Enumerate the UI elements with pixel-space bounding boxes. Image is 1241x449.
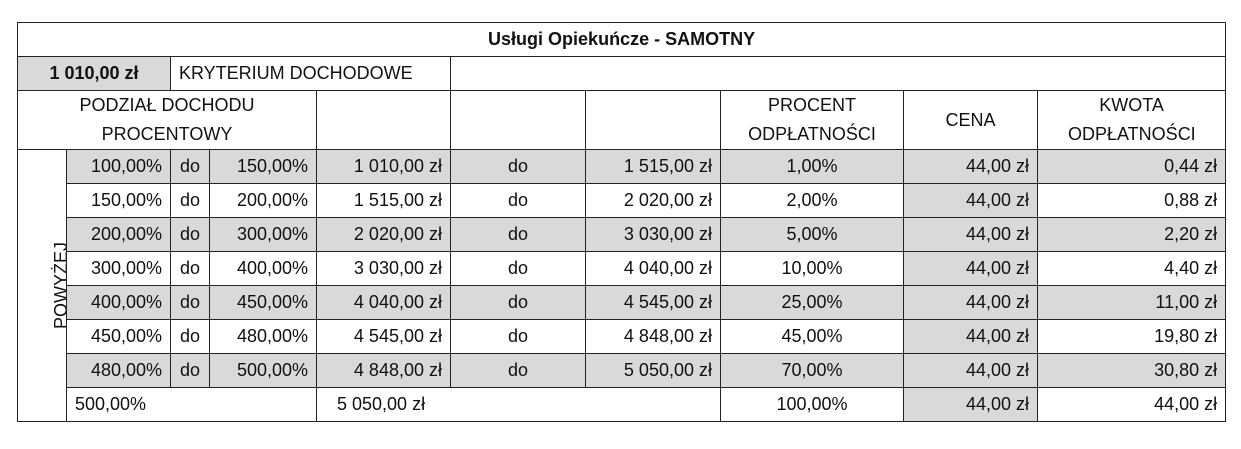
- separator: do: [170, 183, 210, 218]
- to-percent: 450,00%: [209, 285, 317, 320]
- criterion-value: 1 010,00 zł: [17, 56, 171, 91]
- price: 44,00 zł: [903, 319, 1038, 354]
- fee-amount: 0,44 zł: [1036, 149, 1227, 184]
- separator: do: [170, 149, 210, 184]
- price: 44,00 zł: [903, 183, 1038, 218]
- separator: do: [450, 251, 586, 286]
- separator: do: [450, 149, 586, 184]
- to-percent: 200,00%: [209, 183, 317, 218]
- fee-percent: 100,00%: [720, 387, 904, 422]
- from-amount: 2 020,00 zł: [316, 217, 451, 252]
- from-percent: 300,00%: [66, 251, 171, 286]
- separator: do: [450, 319, 586, 354]
- empty-cell: [449, 56, 1227, 91]
- price: 44,00 zł: [903, 149, 1038, 184]
- to-amount: 4 545,00 zł: [585, 285, 721, 320]
- price: 44,00 zł: [903, 285, 1038, 320]
- separator: do: [450, 285, 586, 320]
- from-amount: 4 040,00 zł: [316, 285, 451, 320]
- from-amount: 4 848,00 zł: [316, 353, 451, 388]
- price: 44,00 zł: [903, 353, 1038, 388]
- side-label-text: POWYŻEJ: [51, 241, 67, 330]
- fee-percent: 5,00%: [720, 217, 904, 252]
- fee-amount: 30,80 zł: [1036, 353, 1227, 388]
- fee-percent: 45,00%: [720, 319, 904, 354]
- from-percent: 200,00%: [66, 217, 171, 252]
- fee-percent: 25,00%: [720, 285, 904, 320]
- fee-amount: 0,88 zł: [1036, 183, 1227, 218]
- header-price: CENA: [903, 90, 1038, 150]
- fee-table: Usługi Opiekuńcze - SAMOTNY 1 010,00 zł …: [16, 22, 1227, 422]
- from-percent: 150,00%: [66, 183, 171, 218]
- fee-percent: 70,00%: [720, 353, 904, 388]
- fee-amount: 11,00 zł: [1036, 285, 1227, 320]
- fee-amount: 4,40 zł: [1036, 251, 1227, 286]
- to-amount: 4 848,00 zł: [585, 319, 721, 354]
- to-amount: 3 030,00 zł: [585, 217, 721, 252]
- to-percent: 480,00%: [209, 319, 317, 354]
- separator: do: [450, 353, 586, 388]
- table-row: 450,00% do 480,00% 4 545,00 zł do 4 848,00 zł…: [18, 319, 1227, 354]
- table-row-last: 500,00% 5 050,00 zł 100,00% 44,00 zł 44,00 z…: [18, 387, 1227, 422]
- table-row: 200,00% do 300,00% 2 020,00 zł do 3 030,00 zł…: [18, 217, 1227, 252]
- table-row: 400,00% do 450,00% 4 040,00 zł do 4 545,00 zł…: [18, 285, 1227, 320]
- side-label: POWYŻEJ: [17, 149, 67, 422]
- from-percent: 100,00%: [66, 149, 171, 184]
- table-row: POWYŻEJ 100,00% do 150,00% 1 010,00 zł do 1 51…: [17, 149, 1227, 422]
- from-amount: 5 050,00 zł: [316, 387, 721, 422]
- to-percent: 500,00%: [209, 353, 317, 388]
- from-amount: 4 545,00 zł: [316, 319, 451, 354]
- from-amount: 1 515,00 zł: [316, 183, 451, 218]
- fee-amount: 19,80 zł: [1036, 319, 1227, 354]
- to-percent: 300,00%: [209, 217, 317, 252]
- fee-amount: 44,00 zł: [1036, 387, 1227, 422]
- fee-percent: 1,00%: [720, 149, 904, 184]
- table-title: Usługi Opiekuńcze - SAMOTNY: [16, 22, 1227, 57]
- empty-cell: [585, 90, 721, 150]
- empty-cell: [450, 90, 586, 150]
- to-percent: 150,00%: [209, 149, 317, 184]
- to-amount: 4 040,00 zł: [585, 251, 721, 286]
- header-income-split: PODZIAŁ DOCHODU PROCENTOWY: [17, 90, 317, 150]
- price: 44,00 zł: [903, 387, 1038, 422]
- separator: do: [170, 217, 210, 252]
- from-percent: 500,00%: [66, 387, 317, 422]
- separator: do: [170, 285, 210, 320]
- to-amount: 5 050,00 zł: [585, 353, 721, 388]
- header-amount: KWOTA ODPŁATNOŚCI: [1036, 90, 1227, 150]
- to-amount: 1 515,00 zł: [585, 149, 721, 184]
- price: 44,00 zł: [903, 251, 1038, 286]
- to-amount: 2 020,00 zł: [585, 183, 721, 218]
- fee-percent: 2,00%: [720, 183, 904, 218]
- from-amount: 1 010,00 zł: [316, 149, 451, 184]
- from-amount: 3 030,00 zł: [316, 251, 451, 286]
- empty-cell: [316, 90, 451, 150]
- fee-percent: 10,00%: [720, 251, 904, 286]
- price: 44,00 zł: [903, 217, 1038, 252]
- table-row: 480,00% do 500,00% 4 848,00 zł do 5 050,00 zł…: [18, 353, 1227, 388]
- separator: do: [170, 353, 210, 388]
- separator: do: [450, 217, 586, 252]
- separator: do: [170, 319, 210, 354]
- fee-amount: 2,20 zł: [1036, 217, 1227, 252]
- header-percent: PROCENT ODPŁATNOŚCI: [720, 90, 904, 150]
- table-row: 150,00% do 200,00% 1 515,00 zł do 2 020,00 zł…: [18, 183, 1227, 218]
- from-percent: 400,00%: [66, 285, 171, 320]
- criterion-label: KRYTERIUM DOCHODOWE: [170, 56, 451, 91]
- from-percent: 450,00%: [66, 319, 171, 354]
- from-percent: 480,00%: [66, 353, 171, 388]
- table-row: 300,00% do 400,00% 3 030,00 zł do 4 040,00 zł…: [18, 251, 1227, 286]
- to-percent: 400,00%: [209, 251, 317, 286]
- separator: do: [170, 251, 210, 286]
- separator: do: [450, 183, 586, 218]
